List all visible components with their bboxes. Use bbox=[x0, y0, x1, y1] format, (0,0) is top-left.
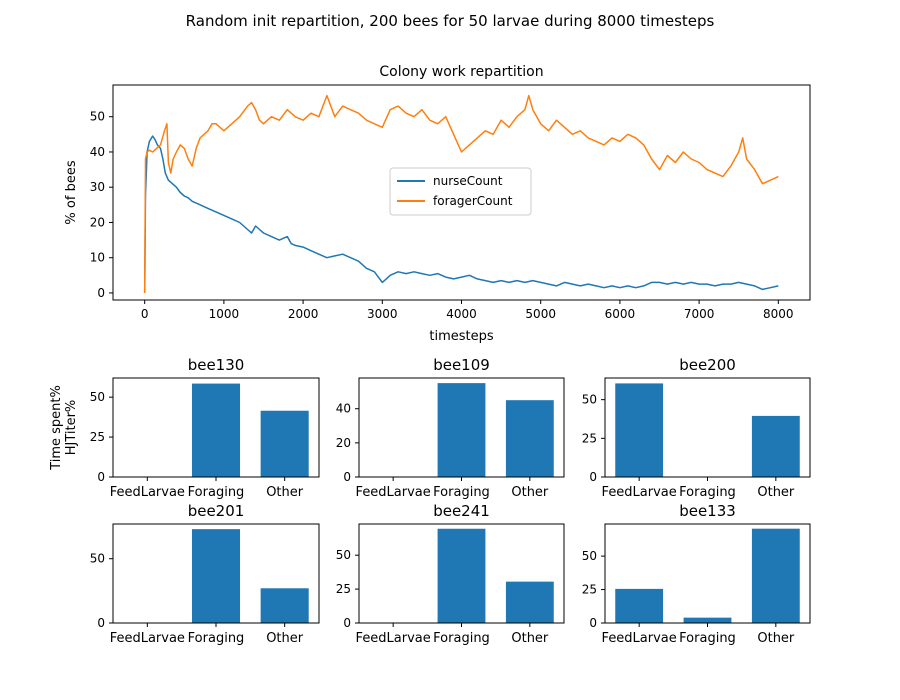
y-tick-label: 0 bbox=[589, 470, 597, 484]
y-tick-label: 25 bbox=[582, 583, 597, 597]
bar-Other bbox=[260, 588, 309, 623]
x-tick-label: 1000 bbox=[209, 307, 240, 321]
y-tick-label: 50 bbox=[90, 552, 105, 566]
bar-chart-title: bee241 bbox=[433, 502, 490, 520]
x-tick-label: 4000 bbox=[446, 307, 477, 321]
y-tick-label: 0 bbox=[97, 470, 105, 484]
y-tick-label: 25 bbox=[90, 430, 105, 444]
bar-Foraging bbox=[191, 529, 241, 623]
x-tick-label: Foraging bbox=[679, 631, 736, 646]
x-tick-label: 6000 bbox=[605, 307, 636, 321]
series-line-foragerCount bbox=[143, 94, 779, 294]
x-tick-label: Other bbox=[266, 631, 304, 646]
y-tick-label: 25 bbox=[336, 582, 351, 596]
x-tick-label: Foraging bbox=[188, 631, 245, 646]
bar-chart-bee130: FeedLarvae Foraging Other 0 25 50 bee130 Time s… bbox=[49, 356, 320, 500]
x-tick-label: FeedLarvae bbox=[602, 485, 677, 500]
x-tick-label: FeedLarvae bbox=[356, 631, 431, 646]
x-tick-label: Other bbox=[511, 485, 549, 500]
bar-Other bbox=[260, 410, 309, 477]
x-tick-label: FeedLarvae bbox=[356, 485, 431, 500]
bar-chart-bee200: FeedLarvae Foraging Other 0 25 50 bee200 bbox=[582, 356, 811, 500]
bar-chart-title: bee200 bbox=[679, 356, 736, 374]
y-tick-label: 50 bbox=[90, 390, 105, 404]
y-tick-label: 30 bbox=[90, 180, 105, 194]
y-tick-label: 40 bbox=[90, 145, 105, 159]
bar-FeedLarvae bbox=[615, 383, 664, 477]
series-line-nurseCount bbox=[143, 135, 779, 294]
y-tick-label: 50 bbox=[90, 110, 105, 124]
x-tick-label: 2000 bbox=[288, 307, 319, 321]
x-tick-label: 3000 bbox=[367, 307, 398, 321]
bar-chart-title: bee201 bbox=[188, 502, 245, 520]
y-tick-label: 0 bbox=[343, 616, 351, 630]
bar-Foraging bbox=[437, 383, 486, 477]
y-tick-label: 25 bbox=[582, 431, 597, 445]
bar-Foraging bbox=[437, 528, 486, 623]
y-tick-label: 50 bbox=[582, 549, 597, 563]
legend-label-foragerCount: foragerCount bbox=[433, 194, 513, 208]
x-tick-label: 8000 bbox=[763, 307, 794, 321]
legend-label-nurseCount: nurseCount bbox=[433, 174, 503, 188]
y-axis-label: Time spent% bbox=[49, 385, 64, 471]
x-tick-label: FeedLarvae bbox=[110, 631, 185, 646]
line-chart-title: Colony work repartition bbox=[379, 64, 543, 80]
x-tick-label: Other bbox=[757, 485, 795, 500]
legend-box bbox=[389, 167, 532, 216]
y-tick-label: 10 bbox=[90, 251, 105, 265]
x-tick-label: Foraging bbox=[433, 631, 490, 646]
bar-Other bbox=[505, 400, 554, 477]
x-tick-label: Other bbox=[266, 485, 304, 500]
x-tick-label: FeedLarvae bbox=[110, 485, 185, 500]
x-tick-label: Other bbox=[511, 631, 549, 646]
x-tick-label: Foraging bbox=[188, 485, 245, 500]
bar-chart-title: bee109 bbox=[433, 356, 490, 374]
bar-chart-bee241: FeedLarvae Foraging Other 0 25 50 bee241 bbox=[336, 502, 565, 646]
bar-chart-bee133: FeedLarvae Foraging Other 0 25 50 bee133 bbox=[582, 502, 811, 646]
bar-Foraging bbox=[191, 383, 241, 477]
bar-chart-title: bee130 bbox=[188, 356, 245, 374]
bar-chart-title: bee133 bbox=[679, 502, 736, 520]
y-tick-label: 0 bbox=[343, 470, 351, 484]
bar-FeedLarvae bbox=[615, 588, 664, 623]
figure-suptitle: Random init repartition, 200 bees for 50… bbox=[186, 12, 715, 30]
y-axis-label: HJTiter% bbox=[64, 400, 79, 456]
y-tick-label: 20 bbox=[90, 215, 105, 229]
y-axis-label: % of bees bbox=[64, 160, 79, 224]
x-axis-label: timesteps bbox=[429, 329, 493, 344]
x-tick-label: 0 bbox=[141, 307, 149, 321]
bar-chart-bee201: FeedLarvae Foraging Other 0 50 bee201 bbox=[90, 502, 320, 646]
x-tick-label: 7000 bbox=[684, 307, 715, 321]
x-tick-label: Foraging bbox=[433, 485, 490, 500]
y-tick-label: 50 bbox=[582, 393, 597, 407]
bar-chart-bee109: FeedLarvae Foraging Other 0 20 40 bee109 bbox=[336, 356, 565, 500]
x-tick-label: 5000 bbox=[525, 307, 556, 321]
y-tick-label: 0 bbox=[97, 286, 105, 300]
x-tick-label: FeedLarvae bbox=[602, 631, 677, 646]
bar-Other bbox=[751, 528, 800, 623]
y-tick-label: 50 bbox=[336, 548, 351, 562]
y-tick-label: 20 bbox=[336, 436, 351, 450]
bar-Other bbox=[505, 581, 554, 623]
y-tick-label: 40 bbox=[336, 402, 351, 416]
x-tick-label: Foraging bbox=[679, 485, 736, 500]
y-tick-label: 0 bbox=[589, 616, 597, 630]
y-tick-label: 0 bbox=[97, 616, 105, 630]
colony-line-chart: 0 1000 2000 3000 4000 5000 6000 7000 8000 0 10 20 30… bbox=[64, 64, 811, 344]
bar-Foraging bbox=[683, 617, 732, 623]
bar-Other bbox=[751, 415, 800, 477]
x-tick-label: Other bbox=[757, 631, 795, 646]
